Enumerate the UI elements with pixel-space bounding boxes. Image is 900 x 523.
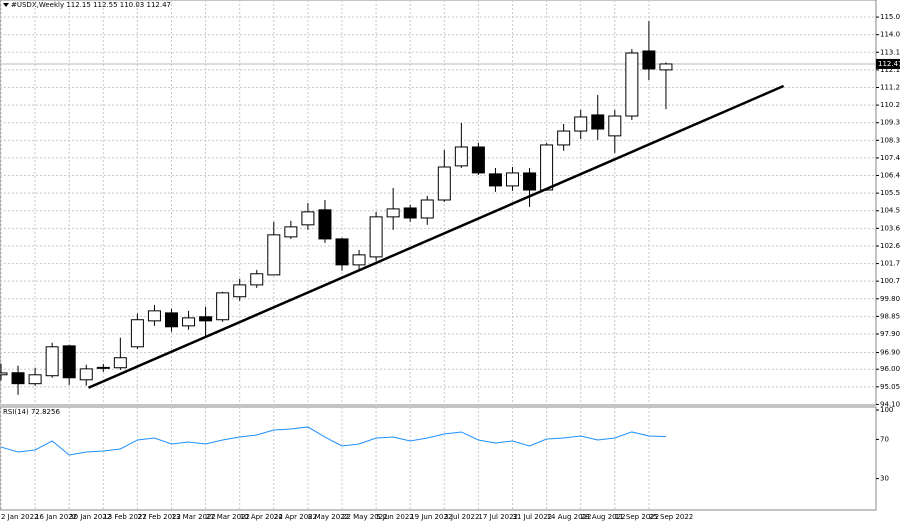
last-price-box [876,58,900,69]
x-tick-label: 22 May 2022 [342,513,388,521]
x-tick-label: 27 Feb 2022 [137,513,181,521]
x-tick-label: 28 Aug 2022 [581,513,626,521]
y-tick-label: 106.45 [880,172,900,180]
x-tick-label: 19 Jun 2022 [410,513,452,521]
candle-body [557,130,571,146]
y-tick-label: 109.30 [880,119,900,127]
x-tick-label: 8 May 2022 [308,513,349,521]
candle-body [301,211,315,226]
candle-body [403,207,417,219]
y-tick-label: 96.90 [880,349,900,357]
candle-body [574,116,588,132]
y-tick-label: 105.50 [880,189,900,197]
candle-body [454,146,468,167]
candle-body [523,172,537,191]
y-tick-label: 100 [880,406,893,414]
candle-body [608,115,622,137]
candle-body [45,346,59,377]
main-frame [0,0,877,406]
x-tick-label: 13 Feb 2022 [103,513,147,521]
candle-body [130,319,144,348]
x-tick-label: 2 Jan 2022 [1,513,39,521]
y-tick-label: 70 [880,435,889,443]
y-tick-label: 113.10 [880,48,900,56]
candle-body [199,316,213,322]
y-tick-label: 94.10 [880,400,900,408]
candle-body [488,173,502,187]
candle-body [437,166,451,201]
candle-body [284,226,298,238]
candle-body [250,273,264,286]
x-tick-label: 16 Jan 2022 [35,513,77,521]
candle-body [625,52,639,117]
trendline [87,84,785,389]
candle-body [79,368,93,381]
y-tick-label: 115.00 [880,13,900,21]
x-tick-label: 11 Sep 2022 [615,513,659,521]
x-tick-label: 14 Aug 2022 [547,513,592,521]
candle-body [11,372,25,385]
candle-body [540,144,554,191]
candle-body [369,216,383,258]
rsi-title: RSI(14) 72.8256 [3,408,60,416]
candle-body [352,254,366,266]
candle-body [471,146,485,174]
last-price-label: 112.47 [878,60,900,68]
candle-body [335,238,349,266]
y-tick-label: 108.35 [880,136,900,144]
x-tick-label: 13 Mar 2022 [172,513,216,521]
y-tick-label: 114.05 [880,31,900,39]
candle-body [591,114,605,130]
x-tick-label: 25 Sep 2022 [649,513,693,521]
y-tick-label: 110.25 [880,101,900,109]
y-tick-label: 97.90 [880,330,900,338]
y-tick-label: 104.55 [880,207,900,215]
y-tick-label: 99.80 [880,295,900,303]
x-tick-label: 24 Apr 2022 [274,513,317,521]
candle-body [182,317,196,327]
candle-body [318,209,332,240]
x-tick-label: 17 Jul 2022 [478,513,518,521]
y-tick-label: 100.75 [880,277,900,285]
y-tick-label: 102.65 [880,242,900,250]
rsi-line [0,426,666,456]
y-tick-label: 96.00 [880,365,900,373]
x-tick-label: 10 Apr 2022 [240,513,283,521]
candle-body [96,366,110,369]
candle-body [659,63,673,71]
candle-body [267,234,281,276]
candle-body [113,357,127,369]
candle-body [216,292,230,321]
candle-body [0,372,8,376]
rsi-frame [0,406,877,511]
y-tick-label: 95.05 [880,383,900,391]
menu-icon [3,3,9,7]
candle-body [642,50,656,70]
y-tick-label: 103.60 [880,224,900,232]
candle-body [28,374,42,385]
y-tick-label: 101.70 [880,260,900,268]
y-tick-label: 30 [880,475,889,483]
y-tick-label: 98.85 [880,312,900,320]
x-tick-label: 27 Mar 2022 [206,513,250,521]
candle-body [165,312,178,328]
candle-body [420,199,434,219]
x-tick-label: 5 Jun 2022 [376,513,414,521]
y-tick-label: 107.40 [880,154,900,162]
x-tick-label: 30 Jan 2022 [69,513,111,521]
x-tick-label: 31 Jul 2022 [513,513,553,521]
chart-title: #USDX,Weekly 112.15 112.55 110.03 112.47 [11,1,171,9]
y-tick-label: 111.20 [880,83,900,91]
candle-body [386,208,400,218]
x-tick-label: 3 Jul 2022 [444,513,479,521]
candle-body [62,345,76,379]
candle-body [147,310,161,322]
candle-body [233,284,247,298]
candle-body [506,172,519,187]
y-tick-label: 112.15 [880,66,900,74]
